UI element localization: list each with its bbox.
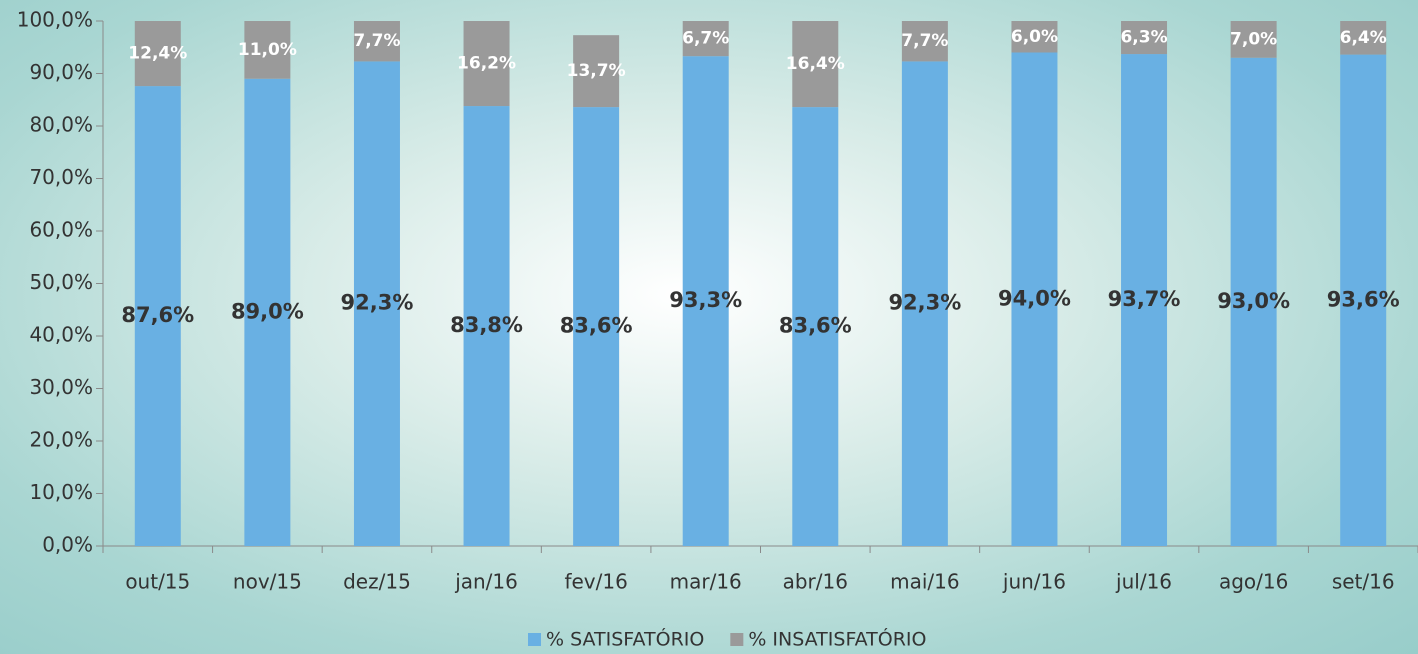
data-label: 89,0% [231, 299, 304, 323]
bar-segment [1011, 52, 1058, 546]
y-tick-label: 50,0% [29, 270, 93, 294]
bar-segment [792, 107, 839, 546]
bar-segment [1340, 21, 1387, 55]
x-tick-label: jun/16 [1002, 570, 1066, 594]
data-label: 16,4% [786, 54, 845, 74]
data-label: 12,4% [128, 44, 187, 64]
data-label: 6,3% [1120, 28, 1167, 48]
bar-segment [1121, 54, 1168, 546]
y-tick-label: 100,0% [17, 8, 93, 32]
bar-segment [353, 61, 400, 547]
y-tick-label: 40,0% [29, 323, 93, 347]
x-tick-label: mar/16 [670, 570, 742, 594]
bar-segment [901, 21, 948, 62]
bar-segment [244, 78, 291, 546]
data-label: 7,0% [1230, 29, 1277, 49]
data-label: 83,6% [560, 314, 633, 338]
x-tick-label: fev/16 [564, 570, 627, 594]
legend-swatch [528, 633, 541, 646]
data-label: 6,0% [1011, 27, 1058, 47]
y-tick-label: 90,0% [29, 60, 93, 84]
x-tick-label: set/16 [1332, 570, 1395, 594]
data-label: 93,0% [1217, 289, 1290, 313]
y-tick-label: 60,0% [29, 218, 93, 242]
data-label: 92,3% [888, 291, 961, 315]
data-label: 83,6% [779, 314, 852, 338]
bar-segment [792, 21, 839, 108]
legend-label: % SATISFATÓRIO [546, 627, 704, 651]
data-label: 7,7% [353, 31, 400, 51]
y-tick-label: 30,0% [29, 375, 93, 399]
data-label: 92,3% [341, 291, 414, 315]
bar-segment [1011, 21, 1058, 53]
bar-segment [1230, 21, 1277, 58]
data-label: 6,4% [1340, 28, 1387, 48]
x-tick-label: abr/16 [783, 570, 848, 594]
bar-segment [463, 106, 510, 547]
bar-segment [353, 21, 400, 62]
x-tick-label: jan/16 [454, 570, 518, 594]
bar-segment [1230, 57, 1277, 546]
legend-label: % INSATISFATÓRIO [748, 627, 926, 651]
data-label: 6,7% [682, 29, 729, 49]
data-label: 93,7% [1108, 287, 1181, 311]
bar-segment [573, 35, 620, 108]
y-tick-label: 0,0% [42, 533, 93, 557]
bar-segment [682, 21, 729, 57]
data-label: 13,7% [567, 61, 626, 81]
bar-segment [244, 21, 291, 79]
data-label: 16,2% [457, 54, 516, 74]
x-tick-label: jul/16 [1115, 570, 1172, 594]
data-label: 83,8% [450, 313, 523, 337]
data-label: 11,0% [238, 40, 297, 60]
legend-swatch [730, 633, 744, 646]
y-tick-label: 70,0% [29, 165, 93, 189]
bar-segment [901, 61, 948, 547]
bar-segment [134, 86, 181, 546]
y-tick-label: 10,0% [29, 480, 93, 504]
bar-segment [134, 21, 181, 87]
x-tick-label: ago/16 [1219, 570, 1288, 594]
bar-segment [573, 107, 620, 546]
y-tick-label: 80,0% [29, 113, 93, 137]
data-label: 93,6% [1327, 287, 1400, 311]
bar-segment [463, 21, 510, 107]
x-tick-label: out/15 [125, 570, 190, 594]
bar-segment [1121, 21, 1168, 55]
x-tick-label: dez/15 [343, 570, 411, 594]
y-tick-label: 20,0% [29, 428, 93, 452]
data-label: 93,3% [669, 288, 742, 312]
data-label: 7,7% [901, 31, 948, 51]
x-tick-label: nov/15 [233, 570, 302, 594]
data-label: 94,0% [998, 286, 1071, 310]
bar-segment [682, 56, 729, 547]
data-label: 87,6% [121, 303, 194, 327]
x-tick-label: mai/16 [890, 570, 959, 594]
bar-segment [1340, 54, 1387, 546]
